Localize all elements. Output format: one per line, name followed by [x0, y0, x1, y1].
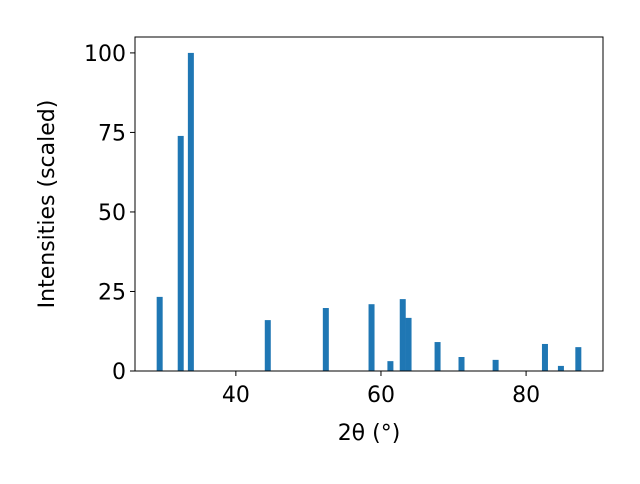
y-tick-label: 50	[98, 201, 126, 226]
y-tick-label: 75	[98, 121, 126, 146]
y-axis-label: Intensities (scaled)	[35, 100, 60, 309]
bar	[264, 320, 271, 371]
bar	[575, 347, 582, 371]
bar	[322, 308, 329, 371]
bar	[434, 342, 441, 371]
y-tick-label: 25	[98, 280, 126, 305]
bar	[156, 296, 163, 371]
bar	[368, 304, 375, 371]
plot-frame	[134, 36, 604, 372]
y-tick-label: 100	[84, 42, 126, 67]
bar	[187, 52, 194, 372]
bar	[492, 359, 499, 371]
bar	[177, 135, 184, 371]
x-tick-label: 80	[512, 383, 540, 408]
x-tick-label: 40	[222, 383, 250, 408]
bar	[405, 317, 412, 371]
bar	[541, 343, 548, 371]
x-tick-label: 60	[367, 383, 395, 408]
x-axis-label: 2θ (°)	[338, 421, 401, 446]
bar	[557, 365, 564, 371]
bar	[387, 361, 394, 371]
bar	[458, 357, 465, 371]
y-tick-label: 0	[112, 360, 126, 385]
bar	[399, 299, 406, 371]
